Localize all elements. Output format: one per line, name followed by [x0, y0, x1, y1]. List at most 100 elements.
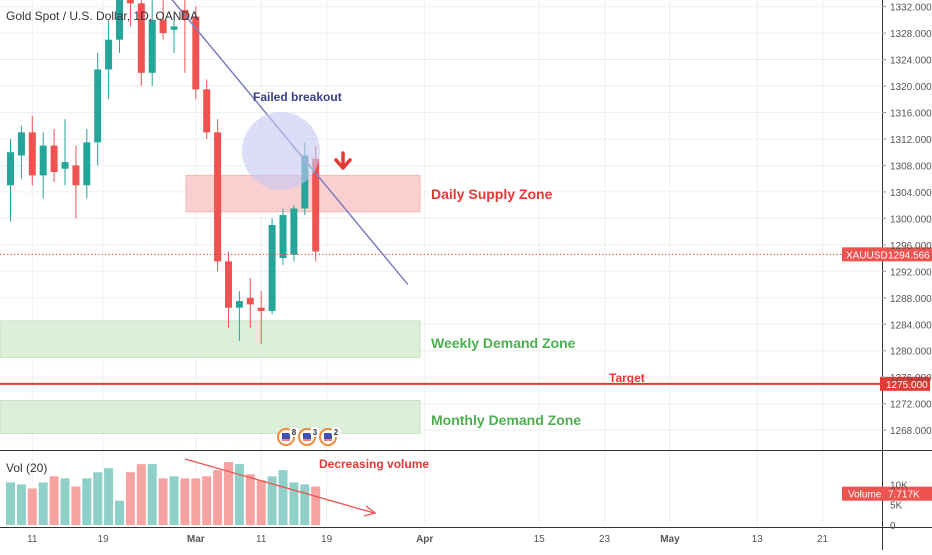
volume-bar — [267, 476, 277, 525]
volume-bar — [125, 472, 135, 525]
price-tick-label: 1324.000 — [890, 56, 932, 67]
volume-tick-label: 5K — [890, 501, 903, 512]
flag-canton — [303, 433, 311, 439]
price-tick-label: 1296.000 — [890, 241, 932, 252]
monthly-demand-zone — [0, 399, 421, 434]
candle-body — [159, 19, 167, 34]
symbol-label: XAUUSD — [846, 250, 888, 261]
volume-bar — [16, 484, 26, 525]
volume-trend-line — [184, 458, 375, 514]
volume-label: Vol (20) — [6, 461, 47, 475]
candle-body — [290, 208, 298, 255]
candle-body — [235, 301, 243, 308]
candle-body — [50, 145, 58, 173]
volume-current-label: 7.717K — [888, 490, 920, 501]
candle-body — [61, 162, 69, 169]
candle-body — [105, 39, 113, 70]
last-price-tag — [842, 247, 932, 262]
candle-body — [17, 132, 25, 156]
zones — [0, 174, 421, 434]
volume-bar — [234, 464, 244, 525]
candle-body — [7, 152, 14, 186]
volume-tag-label: Volume — [848, 490, 882, 501]
candle-body — [192, 16, 200, 90]
volume-bar — [60, 478, 70, 525]
event-marker[interactable]: 2 — [319, 427, 341, 446]
failed-breakout-label: Failed breakout — [253, 90, 342, 104]
price-tick-label: 1304.000 — [890, 188, 932, 199]
time-tick-label: 23 — [599, 534, 611, 545]
volume-bars — [6, 462, 321, 525]
chart-title: Gold Spot / U.S. Dollar, 1D, OANDA — [6, 9, 198, 23]
volume-bar — [169, 476, 179, 525]
candles — [7, 0, 320, 345]
candle-body — [268, 225, 276, 312]
volume-bar — [191, 478, 201, 525]
price-tick-label: 1288.000 — [890, 294, 932, 305]
time-tick-label: Mar — [187, 534, 205, 545]
candle-body — [28, 132, 36, 176]
candle-body — [137, 3, 145, 73]
volume-bar — [93, 472, 103, 525]
time-tick-label: 13 — [752, 534, 764, 545]
volume-bar — [104, 468, 114, 525]
volume-bar — [136, 464, 146, 525]
volume-bar — [224, 462, 233, 525]
volume-bar — [38, 482, 48, 525]
candle-body — [94, 69, 102, 143]
time-tick-label: 15 — [534, 534, 546, 545]
volume-bar — [115, 500, 124, 525]
candle-body — [214, 132, 222, 262]
time-tick-label: 11 — [256, 534, 267, 545]
last-price-label: 1294.566 — [888, 250, 930, 261]
flag-canton — [282, 433, 290, 439]
time-tick-label: May — [660, 534, 680, 545]
candle-body — [116, 0, 123, 40]
volume-bar — [180, 478, 190, 525]
volume-bar — [300, 484, 310, 525]
volume-bar — [6, 482, 15, 525]
volume-tick-label: 0 — [890, 521, 896, 532]
marker-badge — [289, 427, 299, 437]
candle-body — [148, 19, 156, 73]
time-axis: 11 19 Mar 11 19 Apr 15 23 May 13 21 — [27, 534, 828, 545]
candle-body — [257, 307, 265, 312]
candle-body — [39, 145, 47, 176]
volume-bar — [256, 480, 266, 525]
event-marker[interactable]: 8 — [277, 427, 299, 446]
volume-bar — [278, 470, 288, 525]
volume-bar — [311, 486, 321, 525]
target-price-label: 1275.000 — [886, 380, 928, 391]
marker-count: 8 — [292, 428, 297, 437]
candle-body — [301, 155, 309, 209]
price-tick-label: 1284.000 — [890, 320, 932, 331]
price-tick-label: 1328.000 — [890, 29, 932, 40]
price-tick-label: 1308.000 — [890, 161, 932, 172]
target-label: Target — [609, 371, 645, 385]
down-arrow-icon — [334, 151, 352, 170]
time-tick-label: 19 — [98, 534, 110, 545]
candle-body — [170, 26, 178, 30]
price-tick-label: 1276.000 — [890, 373, 932, 384]
price-tick-label: 1268.000 — [890, 426, 932, 437]
time-tick-label: 19 — [321, 534, 333, 545]
candle-body — [225, 261, 232, 308]
volume-trend-arrowhead — [363, 505, 377, 517]
weekly-demand-zone — [0, 320, 421, 358]
weekly-demand-label: Weekly Demand Zone — [431, 335, 576, 351]
candle-body — [312, 158, 320, 252]
time-tick-label: 11 — [27, 534, 38, 545]
volume-bar — [289, 482, 299, 525]
price-tick-label: 1320.000 — [890, 82, 932, 93]
volume-bar — [71, 486, 81, 525]
daily-supply-label: Daily Supply Zone — [431, 186, 553, 202]
decreasing-volume-label: Decreasing volume — [319, 457, 429, 471]
price-tick-label: 1332.000 — [890, 3, 932, 14]
event-marker[interactable]: 3 — [298, 427, 320, 446]
marker-badge — [310, 427, 320, 437]
price-tick-label: 1300.000 — [890, 214, 932, 225]
overlays: 1275.000 XAUUSD 1294.566 Volume 7.717K 8 3 2 — [0, 0, 932, 517]
